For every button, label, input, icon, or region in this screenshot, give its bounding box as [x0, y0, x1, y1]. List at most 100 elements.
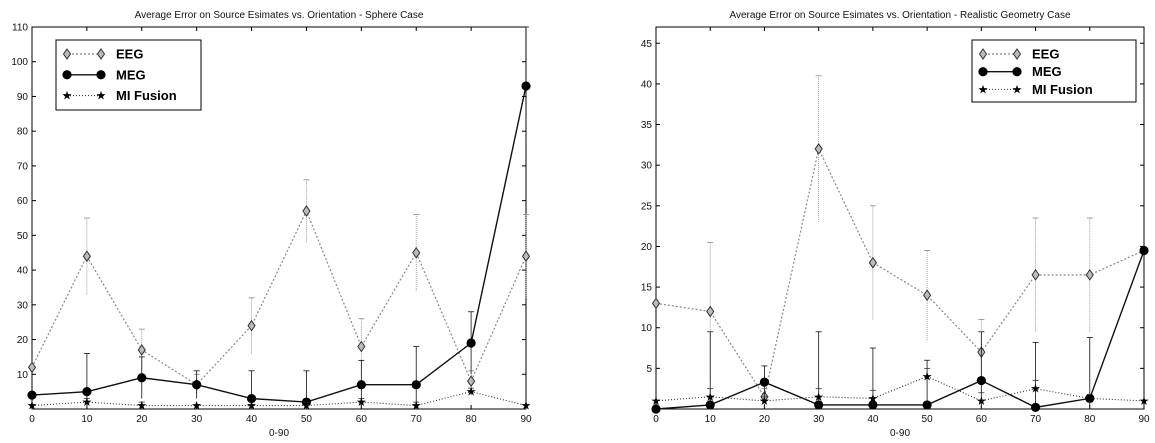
chart-realistic-geometry-case: Average Error on Source Esimates vs. Ori… — [641, 10, 1150, 439]
data-point: ★ — [868, 391, 879, 405]
data-point: ★ — [466, 385, 477, 399]
data-point — [1031, 269, 1040, 281]
y-tick-label: 110 — [12, 23, 28, 34]
y-tick-label: 10 — [17, 370, 29, 381]
data-point — [923, 289, 932, 302]
series-mi-fusion: ★ ★ ★ ★ ★ ★ ★ ★ ★ ★ — [27, 385, 532, 413]
x-axis-label: 0-90 — [890, 428, 910, 439]
data-point — [356, 380, 366, 390]
y-tick-label: 100 — [11, 57, 28, 68]
series-line — [655, 250, 1145, 410]
legend-swatch-marker — [62, 48, 72, 60]
data-point — [27, 390, 37, 400]
x-tick-label: 10 — [705, 414, 717, 425]
data-point — [922, 400, 932, 410]
data-point: ★ — [1139, 394, 1150, 408]
data-point — [706, 305, 715, 318]
y-tick-label: 15 — [641, 283, 653, 294]
data-point — [27, 361, 37, 374]
x-tick-label: 40 — [246, 414, 258, 425]
legend-swatch-marker — [62, 70, 72, 80]
data-point — [521, 250, 531, 263]
legend-swatch-marker — [96, 70, 106, 80]
legend-swatch-marker — [1012, 67, 1022, 77]
chart-title: Average Error on Source Esimates vs. Ori… — [729, 10, 1070, 21]
data-point — [466, 338, 476, 348]
y-tick-label: 45 — [641, 39, 653, 50]
data-point — [814, 143, 823, 155]
x-tick-label: 60 — [356, 414, 368, 425]
series-line — [655, 375, 1145, 402]
legend-label: EEG — [116, 47, 143, 62]
legend-swatch-marker — [978, 67, 988, 77]
data-point: ★ — [759, 394, 770, 408]
y-tick-label: 40 — [17, 266, 29, 277]
data-point: ★ — [246, 399, 257, 413]
data-point: ★ — [191, 399, 202, 413]
legend-swatch-marker: ★ — [978, 82, 989, 96]
data-point — [1030, 402, 1041, 412]
x-tick-label: 10 — [81, 414, 93, 425]
x-tick-label: 0 — [29, 414, 35, 425]
data-point — [1085, 269, 1094, 281]
chart-panel-realistic: Average Error on Source Esimates vs. Ori… — [595, 0, 1155, 443]
series-line — [655, 147, 1145, 399]
data-point: ★ — [651, 394, 662, 408]
x-tick-label: 20 — [759, 414, 771, 425]
data-point — [302, 205, 311, 217]
legend-swatch-marker — [1012, 48, 1022, 60]
series-eeg — [651, 75, 1149, 405]
data-point: ★ — [356, 395, 367, 409]
y-tick-label: 20 — [17, 335, 29, 346]
y-tick-label: 20 — [641, 242, 653, 253]
data-point — [246, 393, 257, 404]
legend-swatch-marker: ★ — [96, 89, 107, 103]
legend-label: MI Fusion — [1032, 82, 1093, 97]
data-point — [868, 256, 877, 269]
x-tick-label: 90 — [520, 414, 532, 425]
data-point: ★ — [922, 369, 933, 383]
data-point: ★ — [301, 399, 312, 413]
data-point — [651, 404, 661, 414]
data-point: ★ — [976, 394, 987, 408]
data-point: ★ — [705, 390, 716, 404]
legend-label: MI Fusion — [116, 88, 177, 103]
legend-swatch-marker — [96, 48, 106, 60]
data-point — [137, 344, 146, 356]
y-tick-label: 70 — [17, 161, 29, 172]
legend: EEG MEG ★ ★ MI Fusion — [971, 39, 1137, 103]
y-tick-label: 5 — [646, 364, 652, 375]
data-point — [467, 375, 476, 388]
series-eeg — [27, 179, 531, 396]
legend-label: MEG — [116, 67, 146, 82]
data-point — [247, 319, 256, 332]
x-tick-label: 30 — [813, 414, 825, 425]
x-tick-label: 50 — [301, 414, 313, 425]
data-point — [411, 380, 421, 390]
plot-frame — [31, 26, 527, 410]
series-line — [31, 85, 527, 403]
legend: EEG MEG ★ ★ MI Fusion — [55, 39, 202, 111]
series-line — [31, 209, 527, 386]
y-tick-label: 25 — [641, 201, 653, 212]
series-mi-fusion: ★ ★ ★ ★ ★ ★ ★ ★ ★ ★ — [651, 367, 1150, 409]
x-axis-label: 0-90 — [269, 428, 289, 439]
y-tick-label: 80 — [17, 127, 29, 138]
data-point: ★ — [411, 399, 422, 413]
y-tick-label: 90 — [17, 92, 29, 103]
data-point: ★ — [82, 395, 93, 409]
x-tick-label: 90 — [1138, 414, 1150, 425]
x-tick-label: 80 — [466, 414, 478, 425]
chart-panel-sphere: Average Error on Source Esimates vs. Ori… — [0, 0, 560, 443]
data-point — [137, 373, 147, 383]
chart-sphere-case: Average Error on Source Esimates vs. Ori… — [11, 10, 532, 439]
x-tick-label: 60 — [976, 414, 988, 425]
y-tick-label: 40 — [641, 79, 653, 90]
x-tick-label: 40 — [867, 414, 879, 425]
data-point: ★ — [136, 399, 147, 413]
y-tick-label: 50 — [17, 231, 29, 242]
data-point: ★ — [813, 390, 824, 404]
x-tick-label: 70 — [1030, 414, 1042, 425]
x-tick-label: 0 — [653, 414, 659, 425]
y-tick-label: 10 — [641, 323, 653, 334]
